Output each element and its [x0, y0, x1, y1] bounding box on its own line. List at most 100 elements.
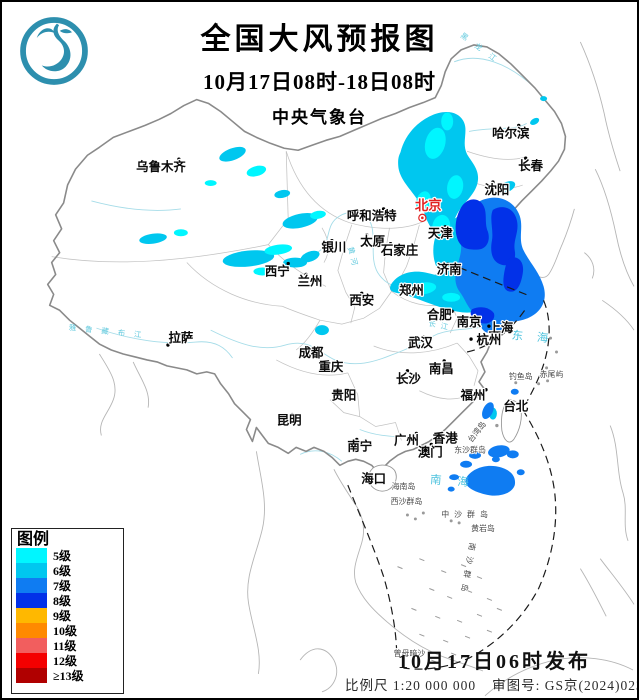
- city-label: 上海: [488, 320, 513, 335]
- geo-label-zengmu-ansha: 曾母暗沙: [394, 648, 426, 658]
- geo-label-nansha-islands: 南沙群岛: [458, 542, 478, 599]
- legend-swatch-12: [16, 653, 47, 668]
- geo-label-dongsha-islands: 东沙群岛: [454, 444, 486, 454]
- city-shijiazhuang: 石家庄: [379, 241, 420, 258]
- city-label: 西安: [349, 292, 374, 307]
- city-shanghai: 上海: [487, 319, 515, 336]
- city-macau: 澳门: [417, 443, 444, 460]
- city-xining: 西宁: [264, 261, 291, 280]
- city-label: 昆明: [277, 413, 302, 428]
- legend-item: 8级: [16, 593, 123, 608]
- legend-item: 11级: [16, 638, 123, 653]
- city-chengdu: 成都: [297, 344, 325, 361]
- city-label: 杭州: [477, 332, 502, 347]
- city-label: 南宁: [347, 438, 372, 453]
- legend-item: 10级: [16, 623, 123, 638]
- geo-label-zhongsha-islands: 中沙群岛: [441, 509, 493, 519]
- city-label: 太原: [360, 234, 385, 249]
- geo-label-diaoyu-island: 钓鱼岛: [509, 371, 533, 381]
- city-label: 海口: [361, 471, 386, 486]
- city-harbin: 哈尔滨: [491, 123, 531, 142]
- sea-label-east-china-sea: 东海: [511, 328, 563, 346]
- city-label: 天津: [428, 226, 453, 241]
- legend-label: 7级: [53, 579, 72, 593]
- city-taiyuan: 太原: [359, 232, 387, 249]
- legend-label: 12级: [53, 654, 78, 668]
- city-nanning: 南宁: [346, 437, 373, 454]
- city-lhasa: 拉萨: [166, 329, 195, 347]
- city-changchun: 长春: [517, 156, 545, 174]
- city-haikou: 海口: [360, 470, 387, 487]
- city-guangzhou: 广州: [393, 431, 420, 448]
- dashed-boundary-lines: [347, 261, 557, 670]
- publish-time: 10月17日06时发布: [398, 651, 591, 673]
- city-tianjin: 天津: [427, 225, 455, 242]
- river-label-huanghe: 黄河: [346, 245, 362, 270]
- city-label: 哈尔滨: [492, 125, 530, 140]
- legend-swatch-11: [16, 638, 47, 653]
- approval-number: 审图号: GS京(2024)0236号: [492, 678, 637, 693]
- city-label: 重庆: [319, 359, 344, 374]
- city-label: 台北: [503, 399, 528, 414]
- capital-label: 北京: [415, 197, 442, 214]
- legend-item: 9级: [16, 608, 123, 623]
- legend-label: 8级: [53, 594, 72, 608]
- city-label: 兰州: [298, 273, 323, 288]
- city-xian: 西安: [348, 291, 375, 308]
- geo-label-huangyan-island: 黄岩岛: [471, 523, 495, 533]
- city-label: 成都: [299, 345, 324, 360]
- city-label: 乌鲁木齐: [136, 159, 186, 174]
- city-label: 呼和浩特: [347, 208, 397, 223]
- city-label: 合肥: [427, 307, 452, 322]
- sea-label-south-china-sea: 南海: [430, 472, 485, 490]
- city-hangzhou: 杭州: [469, 331, 503, 348]
- neighbor-outlines: [99, 41, 635, 697]
- city-label: 西宁: [265, 263, 290, 278]
- geo-label-xisha-islands: 西沙群岛: [391, 496, 423, 506]
- city-yinchuan: 银川: [320, 238, 347, 255]
- city-label: 广州: [394, 432, 419, 447]
- city-label: 长春: [518, 158, 543, 173]
- legend-label: 9级: [53, 609, 72, 623]
- city-label: 石家庄: [380, 243, 419, 258]
- city-label: 福州: [460, 388, 486, 403]
- city-label: 贵阳: [331, 388, 356, 403]
- hainan-island: [367, 464, 397, 492]
- city-urumqi: 乌鲁木齐: [135, 157, 188, 175]
- city-hohhot: 呼和浩特: [346, 207, 399, 224]
- map-meta-line: 比例尺 1:20 000 000 审图号: GS京(2024)0236号: [345, 674, 637, 694]
- wind-area-level-8: [455, 199, 524, 324]
- geo-label-chiwei-islet: 赤尾屿: [540, 370, 564, 379]
- legend-label: 5级: [53, 549, 72, 563]
- legend-item: 12级: [16, 653, 123, 668]
- geo-label-taiwan-island: 台湾岛: [465, 419, 488, 444]
- city-guiyang: 贵阳: [330, 386, 357, 403]
- city-shenyang: 沈阳: [483, 180, 510, 198]
- city-label: 济南: [437, 261, 462, 276]
- city-wuhan: 武汉: [407, 334, 435, 351]
- city-label: 长沙: [396, 371, 421, 386]
- legend-title: 图例: [17, 531, 50, 548]
- city-label: 武汉: [408, 335, 433, 350]
- city-label: 沈阳: [484, 182, 509, 197]
- city-hefei: 合肥: [426, 306, 454, 323]
- small-island-marks: [397, 336, 558, 663]
- taiwan-island: [501, 400, 522, 443]
- cma-logo: [20, 17, 88, 85]
- city-label: 澳门: [418, 444, 443, 459]
- city-nanjing: 南京: [455, 313, 482, 330]
- capital-marker-beijing: 北京: [414, 196, 443, 223]
- city-lanzhou: 兰州: [296, 272, 323, 289]
- legend-label: 6级: [53, 564, 72, 578]
- city-label: 南京: [457, 314, 482, 329]
- legend-swatch-7: [16, 578, 47, 593]
- legend-label: 11级: [53, 639, 77, 653]
- legend-swatch-5: [16, 548, 47, 563]
- legend-item: 6级: [16, 563, 123, 578]
- city-label: 香港: [432, 430, 458, 445]
- legend-swatch-9: [16, 608, 47, 623]
- island-outlines: [367, 400, 522, 492]
- sea-labels: 东海 南海: [430, 328, 563, 490]
